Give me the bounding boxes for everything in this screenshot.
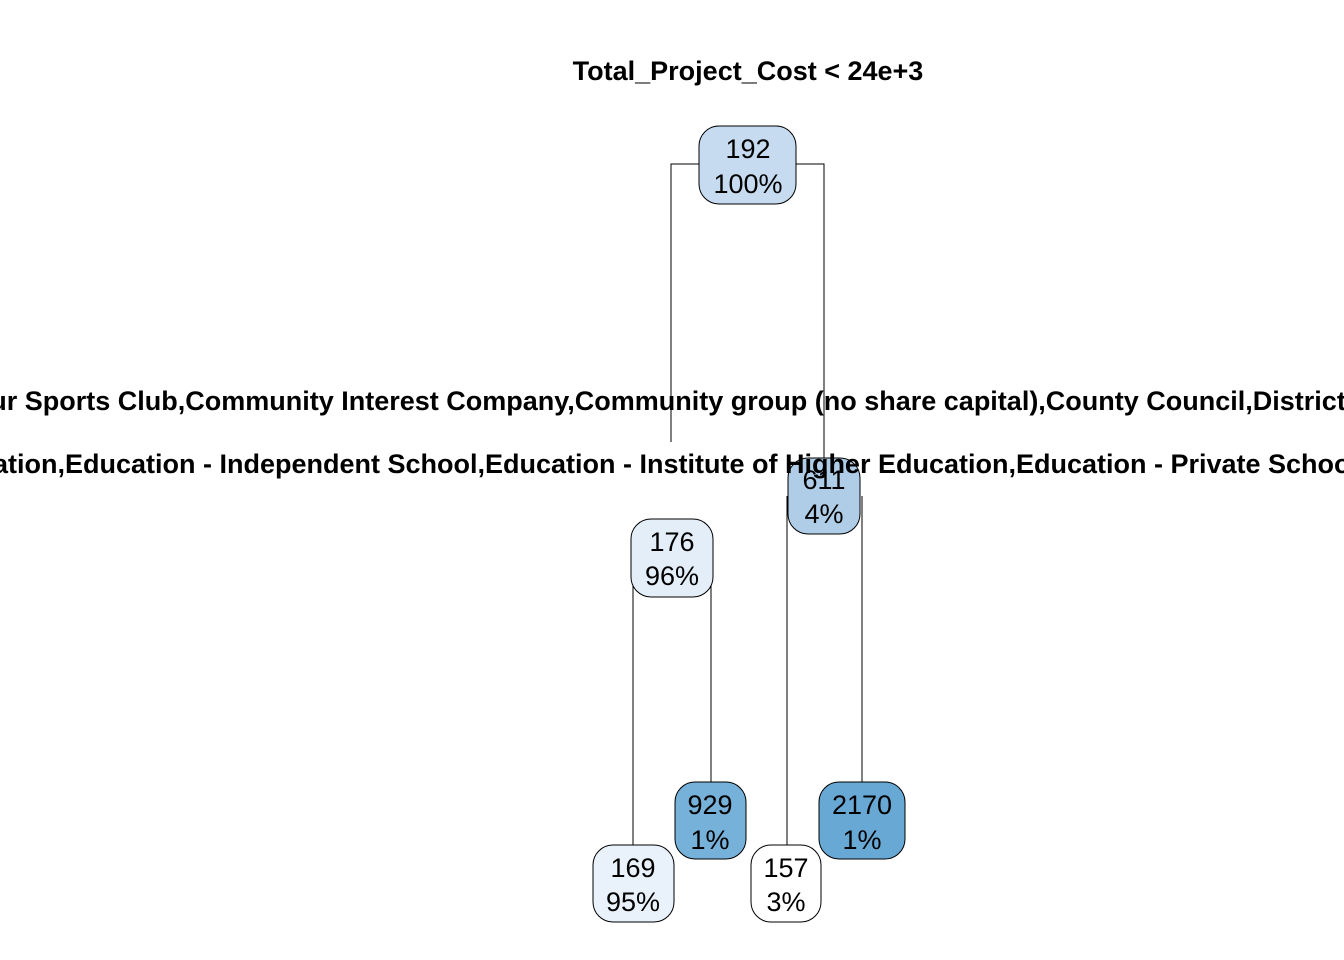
node-value: 176 (649, 527, 694, 557)
edge-root-right (796, 163, 825, 470)
node-value: 192 (725, 134, 770, 164)
tree-leaf-7: 2170 1% (818, 781, 906, 860)
edge-root-left (670, 163, 700, 442)
tree-node-3: 611 4% (787, 457, 861, 535)
node-value: 169 (610, 853, 655, 883)
node-box (787, 457, 861, 535)
node-percent: 100% (713, 169, 782, 199)
node-box (698, 125, 797, 205)
node-box (750, 844, 822, 923)
node-percent: 95% (606, 887, 660, 917)
tree-node-2: 176 96% (630, 518, 714, 598)
node-percent: 3% (766, 887, 805, 917)
node-value: 2170 (832, 790, 892, 820)
node-value: 157 (763, 853, 808, 883)
node-box (818, 781, 906, 860)
left-split-label-line1: Arts organisation,Charity (excluding spo… (0, 386, 1344, 416)
node-value: 929 (687, 790, 732, 820)
node-box (592, 844, 675, 923)
tree-leaf-6: 157 3% (750, 844, 822, 923)
root-split-label: Total_Project_Cost < 24e+3 (573, 56, 924, 86)
tree-node-root: 192 100% (698, 125, 797, 205)
node-box (674, 781, 747, 860)
node-value: 611 (802, 465, 845, 495)
node-percent: 1% (842, 825, 881, 855)
node-box (630, 518, 714, 598)
tree-leaf-4: 169 95% (592, 844, 675, 923)
node-percent: 4% (804, 499, 843, 529)
node-percent: 96% (645, 561, 699, 591)
node-percent: 1% (690, 825, 729, 855)
left-split-label-line2: Education - College of Further Education… (0, 449, 1344, 479)
tree-leaf-5: 929 1% (674, 781, 747, 860)
